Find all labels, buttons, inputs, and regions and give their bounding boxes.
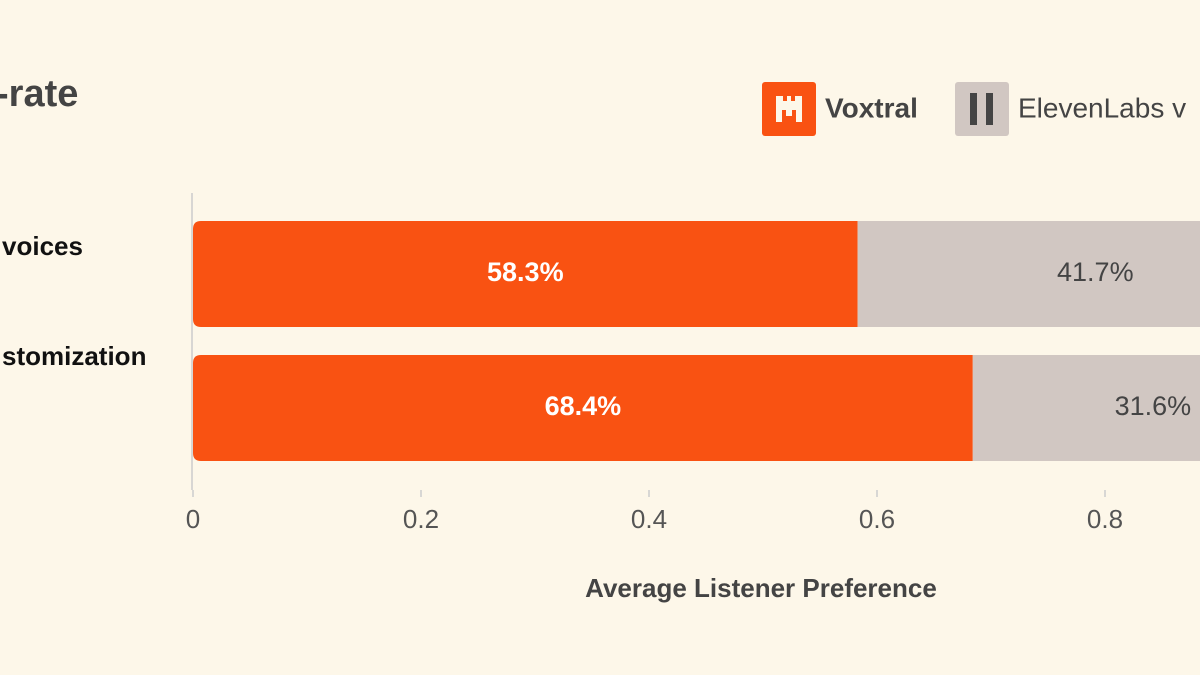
bar-segment xyxy=(972,355,1200,461)
x-tick-label: 0.6 xyxy=(859,504,895,534)
x-tick-label: 0 xyxy=(186,504,200,534)
bar-segment xyxy=(193,355,973,461)
x-tick-label: 0.4 xyxy=(631,504,667,534)
value-label: 41.7% xyxy=(1057,257,1134,287)
y-tick-label: stomization xyxy=(2,341,146,371)
legend-label: Voxtral xyxy=(825,92,918,123)
value-label: 68.4% xyxy=(545,391,622,421)
legend-icon-elevenlabs xyxy=(955,82,1009,136)
y-tick-label: voices xyxy=(2,231,83,261)
bar-segment xyxy=(857,221,1200,327)
value-label: 31.6% xyxy=(1115,391,1192,421)
legend-icon-voxtral xyxy=(762,82,816,136)
legend-label: ElevenLabs v xyxy=(1018,92,1186,123)
x-axis-label: Average Listener Preference xyxy=(585,573,937,603)
value-label: 58.3% xyxy=(487,257,564,287)
bar-segment xyxy=(193,221,858,327)
x-tick-label: 0.8 xyxy=(1087,504,1123,534)
chart-title: -rate xyxy=(0,73,78,115)
x-tick-label: 0.2 xyxy=(403,504,439,534)
